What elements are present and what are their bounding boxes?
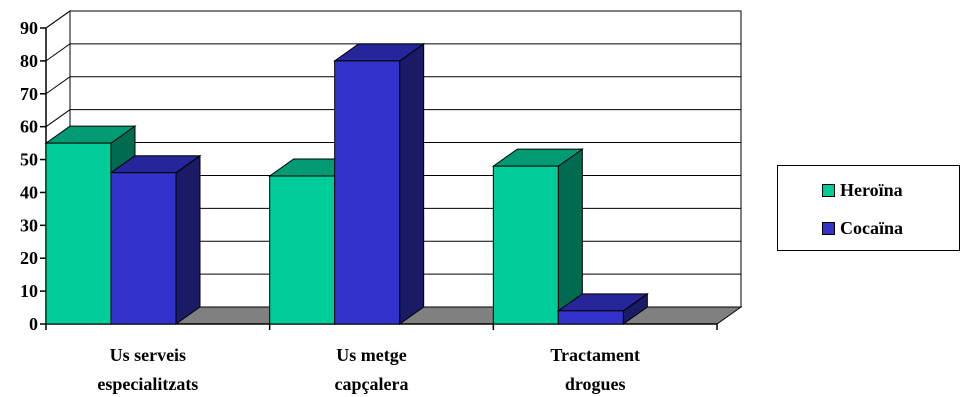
bar-front (45, 142, 112, 325)
gridline (45, 109, 741, 128)
legend-label-cocaina: Cocaïna (840, 218, 903, 238)
bar-1-1 (333, 42, 426, 325)
gridline (45, 76, 741, 95)
y-tick-label: 20 (20, 248, 38, 268)
x-category-label: Us metge (336, 345, 406, 365)
bar-front (110, 172, 177, 325)
y-tick-labels: 0 10 20 30 40 50 60 70 80 90 (20, 18, 38, 334)
gridline (45, 10, 741, 29)
bar-0-1 (109, 154, 202, 325)
bar-front (269, 175, 336, 325)
legend: Heroïna Cocaïna (777, 165, 960, 251)
bar-2-0 (491, 148, 584, 325)
x-category-label: Us serveis (110, 345, 186, 365)
legend-label-heroina: Heroïna (840, 180, 903, 200)
legend-swatch-heroina (822, 184, 835, 197)
x-category-label: drogues (565, 374, 626, 394)
bar-2-1 (556, 292, 649, 325)
x-category-labels: Us serveis especialitzats Us metge capçaler… (97, 345, 640, 394)
y-tick-label: 30 (20, 215, 38, 235)
y-tick-label: 10 (20, 281, 38, 301)
bar-front (492, 165, 559, 325)
legend-swatch-cocaina (822, 222, 835, 235)
bar-front (334, 60, 401, 325)
y-tick-label: 90 (20, 18, 38, 38)
bar-side (175, 154, 201, 325)
y-tick-label: 40 (20, 182, 38, 202)
x-category-label: capçalera (335, 374, 409, 394)
gridline (45, 43, 741, 62)
y-tick-label: 50 (20, 150, 38, 170)
legend-item-heroina: Heroïna (822, 180, 903, 201)
x-category-label: especialitzats (97, 374, 198, 394)
y-tick-label: 70 (20, 84, 38, 104)
chart-bars (44, 42, 649, 325)
x-category-label: Tractament (550, 345, 640, 365)
bar-front (557, 310, 624, 325)
y-tick-label: 60 (20, 117, 38, 137)
y-tick-label: 80 (20, 51, 38, 71)
bar-side (399, 42, 425, 325)
legend-item-cocaina: Cocaïna (822, 218, 903, 239)
y-tick-label: 0 (29, 314, 38, 334)
